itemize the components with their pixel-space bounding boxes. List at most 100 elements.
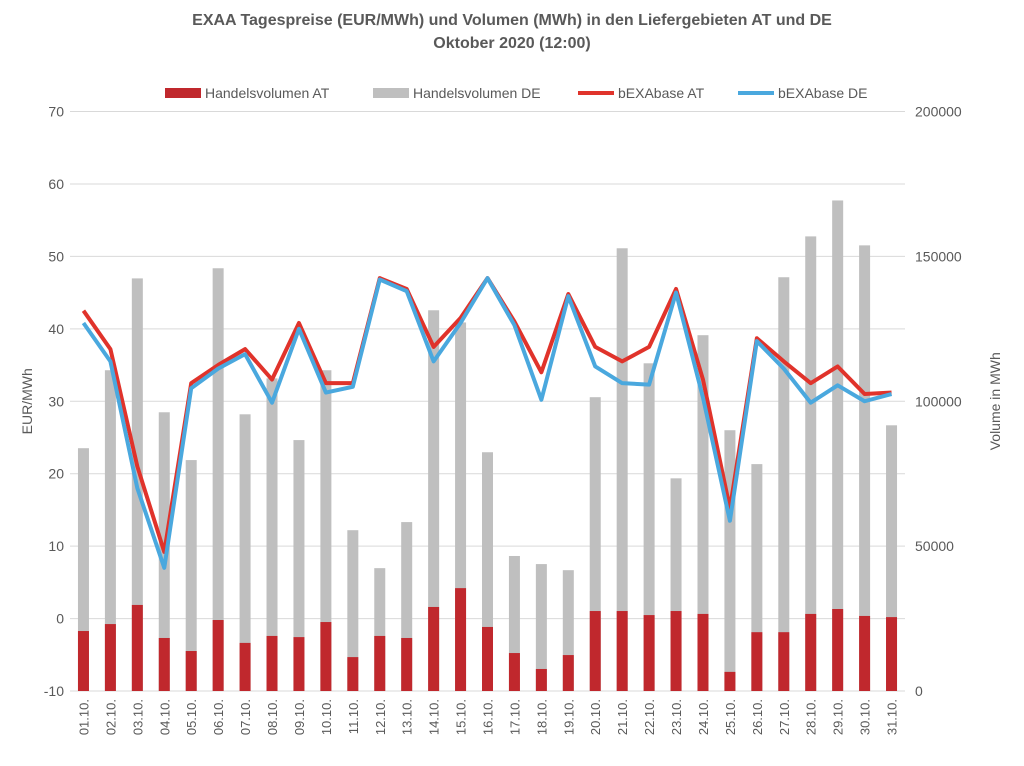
bar-handelsvolumen-at — [131, 604, 143, 691]
y2-tick-label: 0 — [915, 683, 923, 699]
y-tick-label: 20 — [48, 466, 64, 482]
bar-handelsvolumen-de — [266, 378, 278, 691]
bar-handelsvolumen-at — [347, 657, 359, 691]
bar-handelsvolumen-at — [482, 626, 493, 691]
chart-subtitle: Oktober 2020 (12:00) — [433, 35, 591, 52]
bar-handelsvolumen-de — [455, 322, 467, 691]
bar-handelsvolumen-de — [320, 370, 332, 691]
bar-handelsvolumen-at — [697, 613, 709, 691]
x-tick-label: 17.10. — [507, 699, 522, 735]
bar-handelsvolumen-de — [886, 425, 898, 691]
bar-handelsvolumen-de — [401, 522, 413, 691]
y-tick-label: 70 — [48, 104, 64, 120]
bar-handelsvolumen-at — [616, 611, 628, 691]
bar-handelsvolumen-at — [859, 615, 871, 691]
x-tick-label: 02.10. — [103, 699, 118, 735]
bar-handelsvolumen-de — [670, 478, 682, 691]
bar-handelsvolumen-at — [293, 637, 305, 691]
x-tick-label: 31.10. — [885, 699, 900, 735]
bar-handelsvolumen-de — [428, 310, 440, 691]
x-tick-label: 06.10. — [211, 699, 226, 735]
bar-handelsvolumen-de — [77, 448, 89, 691]
bar-handelsvolumen-de — [104, 370, 116, 691]
bar-handelsvolumen-at — [158, 637, 170, 691]
x-tick-label: 23.10. — [669, 699, 684, 735]
legend-label: Handelsvolumen AT — [205, 85, 330, 101]
x-tick-label: 29.10. — [831, 699, 846, 735]
x-tick-label: 10.10. — [319, 699, 334, 735]
y2-tick-label: 200000 — [915, 104, 962, 120]
bar-handelsvolumen-at — [239, 642, 251, 691]
bar-handelsvolumen-de — [508, 555, 520, 691]
line-bexabase-de — [81, 276, 893, 570]
bar-handelsvolumen-at — [832, 609, 844, 691]
bar-handelsvolumen-at — [455, 588, 467, 691]
bar-handelsvolumen-at — [589, 611, 601, 691]
y2-tick-label: 50000 — [915, 538, 954, 554]
x-tick-label: 20.10. — [588, 699, 603, 735]
x-tick-label: 22.10. — [642, 699, 657, 735]
bar-handelsvolumen-de — [643, 363, 655, 691]
x-tick-label: 12.10. — [373, 699, 388, 735]
x-tick-label: 24.10. — [696, 699, 711, 735]
y2-tick-label: 100000 — [915, 393, 962, 409]
bar-handelsvolumen-at — [778, 632, 790, 691]
y-tick-label: 0 — [56, 611, 64, 627]
bar-handelsvolumen-de — [293, 440, 305, 691]
x-tick-label: 27.10. — [777, 699, 792, 735]
bar-handelsvolumen-at — [643, 615, 655, 691]
bar-handelsvolumen-at — [724, 671, 736, 691]
x-tick-label: 03.10. — [130, 699, 145, 735]
x-tick-label: 21.10. — [615, 699, 630, 735]
bar-handelsvolumen-de — [832, 200, 844, 691]
x-tick-label: 30.10. — [858, 699, 873, 735]
legend-swatch — [165, 88, 201, 98]
x-tick-label: 04.10. — [157, 699, 172, 735]
bar-handelsvolumen-at — [535, 668, 547, 691]
x-tick-label: 19.10. — [561, 699, 576, 735]
legend-label: Handelsvolumen DE — [413, 85, 541, 101]
bar-handelsvolumen-at — [508, 653, 520, 691]
bar-handelsvolumen-de — [778, 277, 790, 691]
y-tick-label: -10 — [44, 683, 64, 699]
y-axis-label: EUR/MWh — [19, 368, 35, 434]
bar-handelsvolumen-at — [185, 651, 197, 691]
y2-tick-label: 150000 — [915, 248, 962, 264]
y2-axis-label: Volume in MWh — [987, 352, 1003, 450]
legend-label: bEXAbase DE — [778, 85, 868, 101]
bar-handelsvolumen-de — [616, 248, 628, 691]
bar-handelsvolumen-de — [482, 452, 493, 691]
bar-handelsvolumen-at — [104, 624, 116, 691]
bar-handelsvolumen-at — [670, 611, 682, 691]
bar-handelsvolumen-de — [535, 564, 547, 691]
legend-label: bEXAbase AT — [618, 85, 705, 101]
x-tick-label: 14.10. — [427, 699, 442, 735]
bar-handelsvolumen-de — [724, 430, 736, 691]
bar-handelsvolumen-at — [886, 617, 898, 691]
x-tick-label: 08.10. — [265, 699, 280, 735]
y-tick-label: 30 — [48, 393, 64, 409]
bar-handelsvolumen-at — [374, 635, 386, 691]
x-tick-label: 01.10. — [76, 699, 91, 735]
y-tick-label: 40 — [48, 321, 64, 337]
bar-handelsvolumen-de — [374, 568, 386, 691]
bar-handelsvolumen-at — [751, 632, 763, 691]
x-tick-label: 05.10. — [184, 699, 199, 735]
bar-handelsvolumen-de — [589, 397, 601, 691]
bar-handelsvolumen-at — [428, 606, 440, 691]
x-tick-label: 13.10. — [400, 699, 415, 735]
bar-handelsvolumen-de — [212, 268, 224, 691]
bar-handelsvolumen-at — [401, 637, 413, 691]
x-tick-label: 07.10. — [238, 699, 253, 735]
bar-handelsvolumen-at — [562, 655, 574, 691]
bar-handelsvolumen-de — [185, 460, 197, 691]
bar-handelsvolumen-de — [347, 530, 359, 691]
bar-handelsvolumen-at — [266, 635, 278, 691]
bar-handelsvolumen-de — [805, 236, 817, 691]
x-tick-label: 11.10. — [346, 699, 361, 734]
x-tick-label: 09.10. — [292, 699, 307, 735]
bar-handelsvolumen-at — [212, 620, 224, 691]
x-tick-label: 28.10. — [804, 699, 819, 735]
